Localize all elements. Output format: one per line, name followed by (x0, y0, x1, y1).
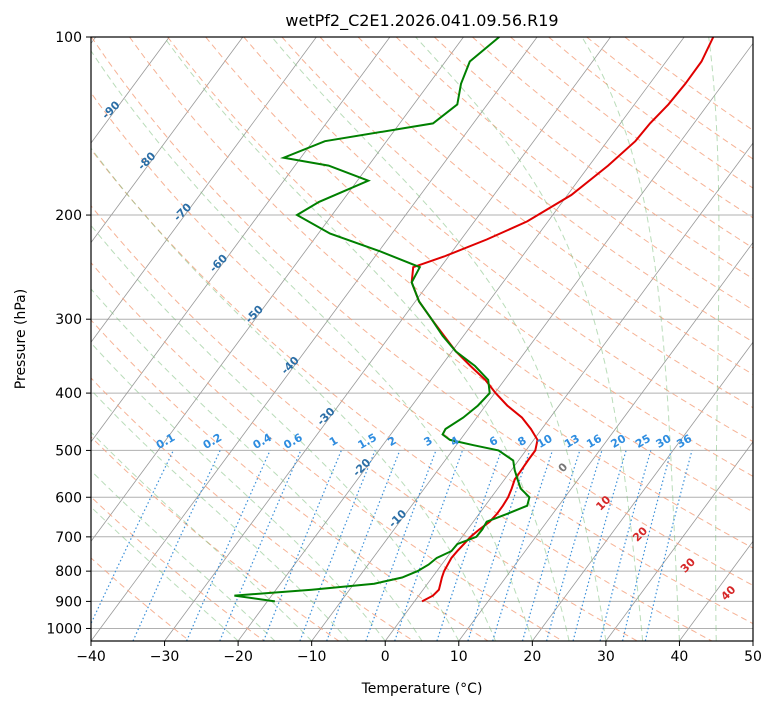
y-tick-label: 900 (55, 594, 82, 610)
mixing-ratio-line (622, 450, 672, 641)
x-tick-label: 0 (381, 649, 390, 665)
mixing-ratio-line (262, 450, 342, 641)
moist-adiabat-line (163, 37, 570, 641)
mixing-ratio-line (299, 450, 376, 641)
dry-adiabat-line (91, 319, 489, 641)
profile-lines (234, 37, 715, 603)
isopleth-labels: 0.1 0.2 0.4 0.6 1 1.5 2 3 4 6 8 10 13 16 20 25 30 36-90-8… (99, 98, 738, 603)
moist-adiabat-line (91, 288, 423, 641)
mixing-ratio-line (436, 450, 502, 641)
x-tick-label: 30 (597, 649, 615, 665)
x-tick-label: 40 (671, 649, 689, 665)
moist-adiabat-line (708, 37, 720, 641)
dry-adiabat-line (91, 205, 638, 641)
moist-adiabat-line (91, 342, 386, 641)
y-tick-label: 600 (55, 490, 82, 506)
moist-adiabat-line (415, 37, 644, 641)
mixing-ratio-line (492, 450, 554, 641)
y-tick-label: 800 (55, 564, 82, 580)
dry-adiabat-line (91, 37, 753, 586)
y-tick-label: 500 (55, 443, 82, 459)
isotherm-line (91, 37, 464, 543)
mixing-ratio-line (521, 450, 581, 641)
mixing-ratio-line (219, 450, 302, 641)
moist-adiabat-line (91, 389, 349, 641)
x-tick-label: −40 (76, 649, 106, 665)
dry-adiabat-line (205, 37, 753, 477)
isotherm-line (384, 142, 753, 641)
isotherm-line (91, 37, 244, 244)
temperature-profile-line (410, 37, 715, 603)
dry-adiabat-line (167, 37, 753, 513)
isotherm-line (237, 37, 685, 641)
dry-adiabat-line (91, 148, 713, 641)
x-tick-label: 10 (450, 649, 468, 665)
mixing-ratio-line (467, 450, 531, 641)
moist-adiabat-line (91, 506, 239, 641)
mixing-ratio-line (394, 450, 464, 641)
isotherm-line (458, 241, 753, 641)
dry-adiabat-line (91, 557, 191, 641)
x-axis-title: Temperature (°C) (361, 681, 483, 697)
y-axis-title: Pressure (hPa) (13, 289, 29, 389)
isotherm-line (605, 441, 753, 641)
dry-adiabat-line (91, 496, 265, 641)
dry-adiabat-line (91, 261, 563, 641)
background-grid (91, 37, 753, 641)
isotherm-line (91, 37, 170, 144)
dewpoint-profile-line (234, 37, 531, 603)
x-tick-label: −30 (150, 649, 180, 665)
y-tick-label: 100 (55, 30, 82, 46)
mixing-ratio-line (365, 450, 437, 641)
isotherm-line (91, 37, 538, 641)
moist-adiabat-line (91, 224, 460, 641)
x-tick-label: 20 (523, 649, 541, 665)
dry-adiabat-line (129, 37, 753, 549)
x-tick-label: −10 (297, 649, 327, 665)
dry-adiabat-line (395, 37, 753, 311)
y-tick-label: 300 (55, 312, 82, 328)
moist-adiabat-line (91, 49, 533, 641)
axis-ticks: −40 −30 −20 −10 0 10 20 30 40 50 100 200 300 400 500 60… (46, 30, 762, 665)
mixing-ratio-line (546, 450, 603, 641)
y-tick-label: 700 (55, 530, 82, 546)
dry-adiabat-line (357, 37, 753, 343)
chart-title: wetPf2_C2E1.2026.041.09.56.R19 (285, 11, 558, 31)
isotherm-line (91, 37, 317, 343)
x-tick-label: −20 (223, 649, 253, 665)
mixing-ratio-line (572, 450, 627, 641)
mixing-ratio-line (644, 450, 693, 641)
y-tick-label: 200 (55, 208, 82, 224)
x-tick-label: 50 (744, 649, 762, 665)
mixing-ratio-line (599, 450, 652, 641)
isotherm-line (164, 37, 611, 641)
isotherm-line (311, 42, 753, 641)
isotherm-line (531, 341, 753, 641)
moist-adiabat-line (581, 37, 680, 641)
mixing-ratio-line (326, 450, 401, 641)
moist-adiabat-line (271, 37, 607, 641)
mixing-ratio-line (186, 450, 271, 641)
y-tick-label: 400 (55, 386, 82, 402)
plot-frame (90, 36, 754, 642)
y-tick-label: 1000 (46, 621, 82, 637)
isotherm-line (91, 37, 391, 443)
moist-adiabat-line (91, 470, 276, 641)
dry-adiabat-line (91, 377, 414, 641)
